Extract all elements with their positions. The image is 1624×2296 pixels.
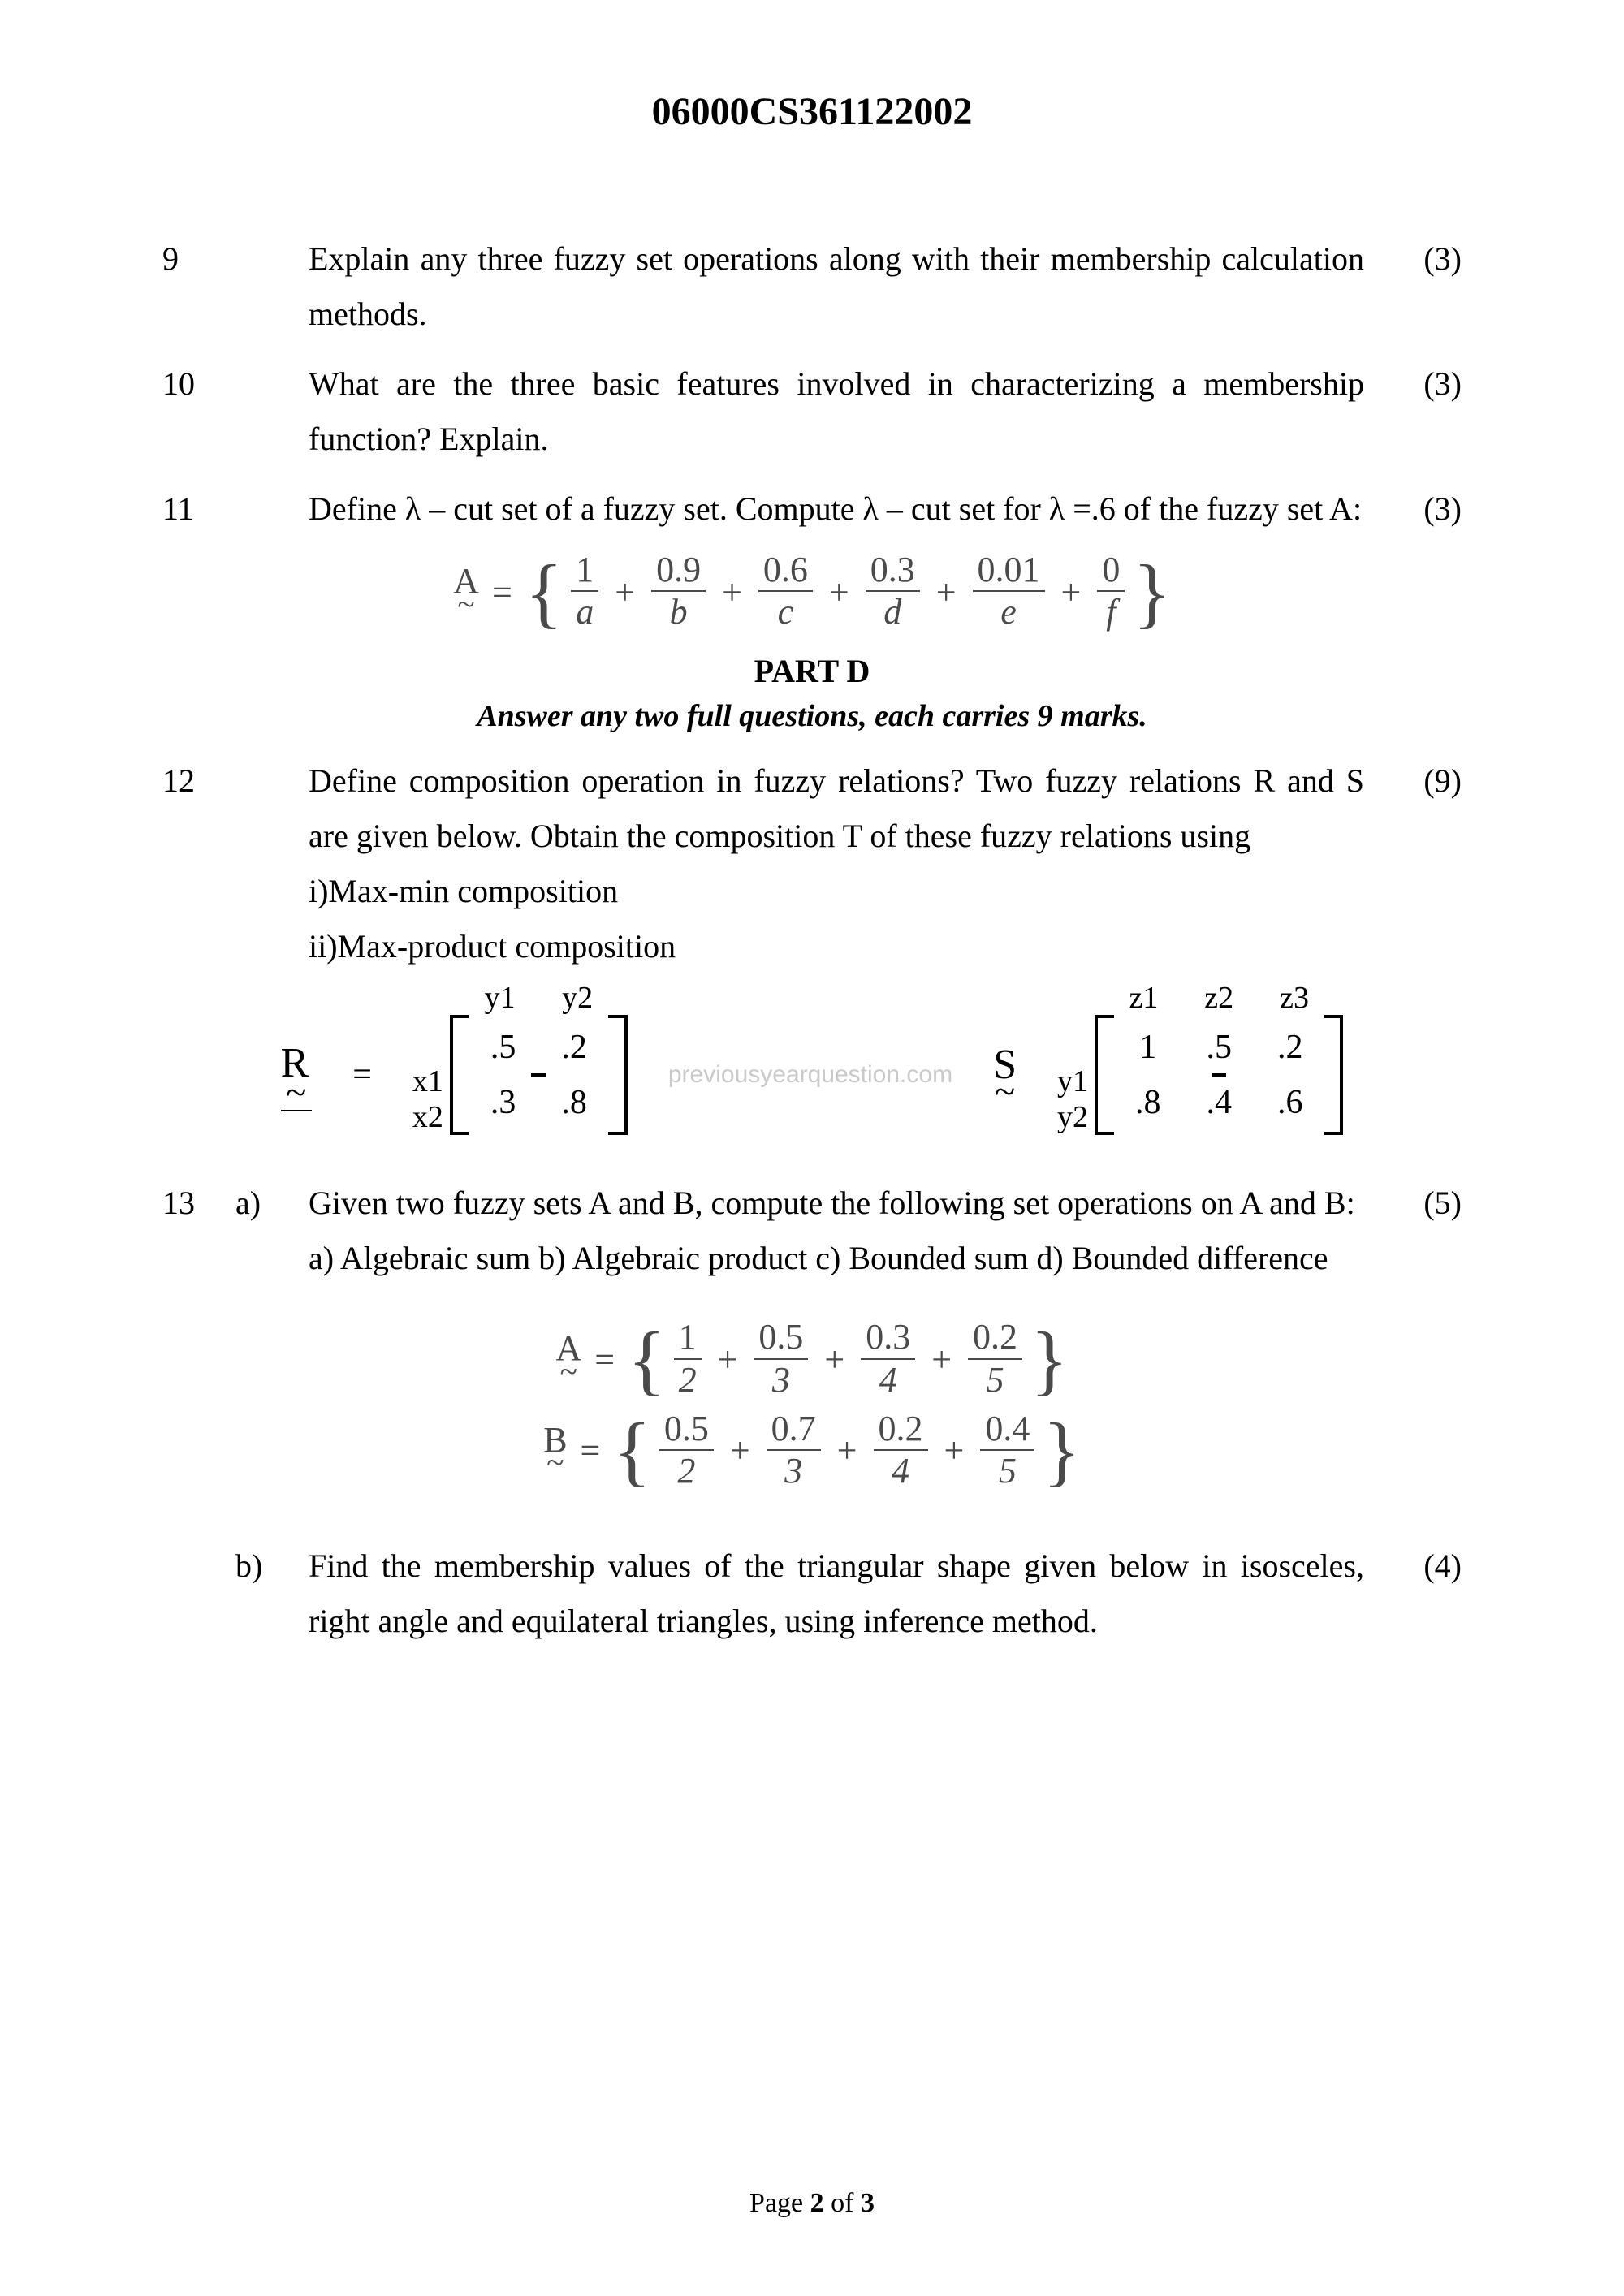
question-text: Explain any three fuzzy set operations a…: [309, 231, 1389, 342]
frac-num: 1: [674, 1318, 702, 1359]
q13a-formula-A: A~ = { 12 + 0.53 + 0.34 + 0.25 }: [162, 1318, 1462, 1398]
frac-den: c: [758, 592, 813, 631]
matrix-s: y1 y2 z1 z2 z3 1 .5 .2 .8 .4 .6: [1057, 1015, 1344, 1135]
footer-current-page: 2: [810, 2188, 824, 2218]
watermark-text: previousyearquestion.com: [668, 1061, 952, 1089]
frac-den: 5: [968, 1360, 1022, 1399]
matrix-cell: .8: [538, 1075, 610, 1130]
matrix-cell: 1: [1116, 1020, 1179, 1075]
matrix-col-label: z3: [1280, 980, 1309, 1016]
question-12: 12 Define composition operation in fuzzy…: [162, 753, 1462, 974]
question-number: 10: [162, 356, 235, 412]
question-marks: (3): [1389, 231, 1462, 287]
frac-den: 3: [767, 1451, 821, 1490]
frac-num: 0.7: [767, 1410, 821, 1451]
matrix-cell: .8: [1112, 1075, 1184, 1130]
matrix-col-label: y1: [485, 980, 516, 1016]
page: 06000CS361122002 9 Explain any three fuz…: [0, 0, 1624, 2296]
frac-den: f: [1097, 592, 1125, 631]
footer-total-pages: 3: [861, 2188, 875, 2218]
question-13a: 13 a) Given two fuzzy sets A and B, comp…: [162, 1176, 1462, 1286]
matrix-cell: .3: [468, 1075, 539, 1130]
frac-den: d: [866, 592, 920, 631]
question-marks: (3): [1389, 356, 1462, 412]
q13a-line2: a) Algebraic sum b) Algebraic product c)…: [309, 1240, 1328, 1276]
question-13b: b) Find the membership values of the tri…: [162, 1539, 1462, 1649]
frac-num: 0.01: [973, 551, 1045, 592]
question-marks: (5): [1389, 1176, 1462, 1231]
matrix-row-label: x2: [412, 1099, 443, 1135]
frac-num: 0: [1097, 551, 1125, 592]
question-subpart: a): [235, 1176, 309, 1231]
matrix-cell: .2: [538, 1020, 610, 1075]
frac-num: 0.3: [861, 1318, 915, 1359]
matrix-cell: .5: [1183, 1020, 1255, 1075]
question-marks: (4): [1389, 1539, 1462, 1594]
matrix-col-label: z2: [1204, 980, 1233, 1016]
question-text: What are the three basic features involv…: [309, 356, 1389, 467]
frac-num: 0.6: [758, 551, 813, 592]
question-11: 11 Define λ – cut set of a fuzzy set. Co…: [162, 481, 1462, 537]
frac-num: 0.5: [754, 1318, 808, 1359]
question-marks: (9): [1389, 753, 1462, 809]
paper-code: 06000CS361122002: [162, 89, 1462, 134]
part-d-title: PART D: [162, 652, 1462, 690]
frac-den: 3: [754, 1360, 808, 1399]
question-9: 9 Explain any three fuzzy set operations…: [162, 231, 1462, 342]
q12-line3: ii)Max-product composition: [309, 928, 676, 965]
q13a-line1: Given two fuzzy sets A and B, compute th…: [309, 1185, 1355, 1221]
question-text: Find the membership values of the triang…: [309, 1539, 1389, 1649]
question-number: 11: [162, 481, 235, 537]
matrix-row-label: x1: [412, 1064, 443, 1099]
question-subpart: b): [235, 1539, 309, 1594]
frac-num: 0.2: [874, 1410, 928, 1451]
frac-den: 4: [861, 1360, 915, 1399]
frac-num: 1: [571, 551, 598, 592]
question-text: Define λ – cut set of a fuzzy set. Compu…: [309, 481, 1389, 537]
frac-num: 0.3: [866, 551, 920, 592]
question-number: 13: [162, 1176, 235, 1231]
q11-formula: A~ = { 1a + 0.9b + 0.6c + 0.3d + 0.01e +…: [162, 551, 1462, 631]
matrix-cell: .6: [1255, 1075, 1326, 1130]
matrix-cell: .4: [1183, 1075, 1255, 1130]
frac-num: 0.4: [980, 1410, 1034, 1451]
question-text: Define composition operation in fuzzy re…: [309, 753, 1389, 974]
frac-den: 2: [659, 1451, 714, 1490]
q12-matrices: R~ = x1 x2 y1 y2 .5 .2 .3 .8: [162, 1015, 1462, 1135]
matrix-col-label: y2: [562, 980, 593, 1016]
question-number: 9: [162, 231, 235, 287]
matrix-r: x1 x2 y1 y2 .5 .2 .3 .8: [412, 1015, 628, 1135]
page-footer: Page 2 of 3: [0, 2188, 1624, 2219]
q12-line2: i)Max-min composition: [309, 873, 618, 909]
q12-line1: Define composition operation in fuzzy re…: [309, 762, 1364, 854]
footer-label: Page: [749, 2188, 810, 2218]
frac-den: a: [571, 592, 598, 631]
part-d-subtitle: Answer any two full questions, each carr…: [162, 698, 1462, 734]
frac-den: 4: [874, 1451, 928, 1490]
question-text: Given two fuzzy sets A and B, compute th…: [309, 1176, 1389, 1286]
matrix-cell: .2: [1255, 1020, 1326, 1075]
matrix-row-label: y2: [1057, 1099, 1088, 1135]
matrix-row-label: y1: [1057, 1064, 1088, 1099]
matrix-cell: .5: [468, 1020, 539, 1075]
frac-den: 5: [980, 1451, 1034, 1490]
frac-num: 0.2: [968, 1318, 1022, 1359]
frac-num: 0.5: [659, 1410, 714, 1451]
question-number: 12: [162, 753, 235, 809]
matrix-col-label: z1: [1129, 980, 1158, 1016]
question-10: 10 What are the three basic features inv…: [162, 356, 1462, 467]
frac-den: b: [651, 592, 706, 631]
q13a-formula-B: B~ = { 0.52 + 0.73 + 0.24 + 0.45 }: [162, 1410, 1462, 1490]
frac-num: 0.9: [651, 551, 706, 592]
frac-den: 2: [674, 1360, 702, 1399]
question-marks: (3): [1389, 481, 1462, 537]
frac-den: e: [973, 592, 1045, 631]
equals-sign: =: [352, 1055, 372, 1094]
footer-of: of: [824, 2188, 861, 2218]
